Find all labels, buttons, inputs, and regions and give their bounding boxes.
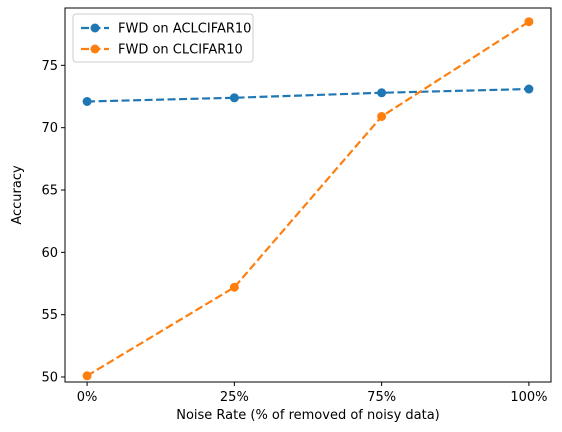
legend-marker: [90, 44, 100, 54]
y-axis-label: Accuracy: [10, 165, 25, 225]
data-point: [229, 282, 239, 292]
data-point: [524, 84, 534, 94]
x-tick-label: 25%: [220, 390, 249, 405]
data-point: [229, 93, 239, 103]
x-tick-label: 75%: [367, 390, 396, 405]
legend-entry: FWD on ACLCIFAR10: [81, 22, 251, 37]
legend-entry: FWD on CLCIFAR10: [81, 43, 243, 58]
data-point: [82, 97, 92, 106]
y-tick-label: 60: [41, 246, 58, 261]
plot-area: [64, 7, 552, 383]
data-point: [377, 111, 387, 121]
data-point: [377, 88, 387, 98]
series-line: [87, 87, 529, 103]
legend-label: FWD on ACLCIFAR10: [118, 22, 251, 37]
data-point: [82, 371, 92, 381]
legend: FWD on ACLCIFAR10 FWD on CLCIFAR10: [72, 13, 254, 63]
series-2: [82, 17, 534, 381]
legend-marker: [90, 23, 100, 33]
y-tick-label: 65: [41, 184, 58, 199]
y-tick-label: 50: [41, 371, 58, 386]
y-axis: 50 55 60 65 70 75: [41, 59, 65, 386]
x-tick-label: 100%: [510, 390, 547, 405]
series-layer: [82, 17, 534, 381]
legend-box: [72, 13, 254, 63]
plot-frame: [64, 7, 552, 383]
series-1: [82, 84, 534, 106]
x-axis: 0% 25% 75% 100%: [77, 382, 547, 405]
data-point: [524, 17, 534, 27]
y-tick-label: 70: [41, 121, 58, 136]
y-tick-label: 55: [41, 308, 58, 323]
legend-label: FWD on CLCIFAR10: [118, 43, 243, 58]
x-axis-label: Noise Rate (% of removed of noisy data): [176, 408, 440, 423]
y-tick-label: 75: [41, 59, 58, 74]
series-line: [86, 20, 530, 377]
x-tick-label: 0%: [77, 390, 98, 405]
